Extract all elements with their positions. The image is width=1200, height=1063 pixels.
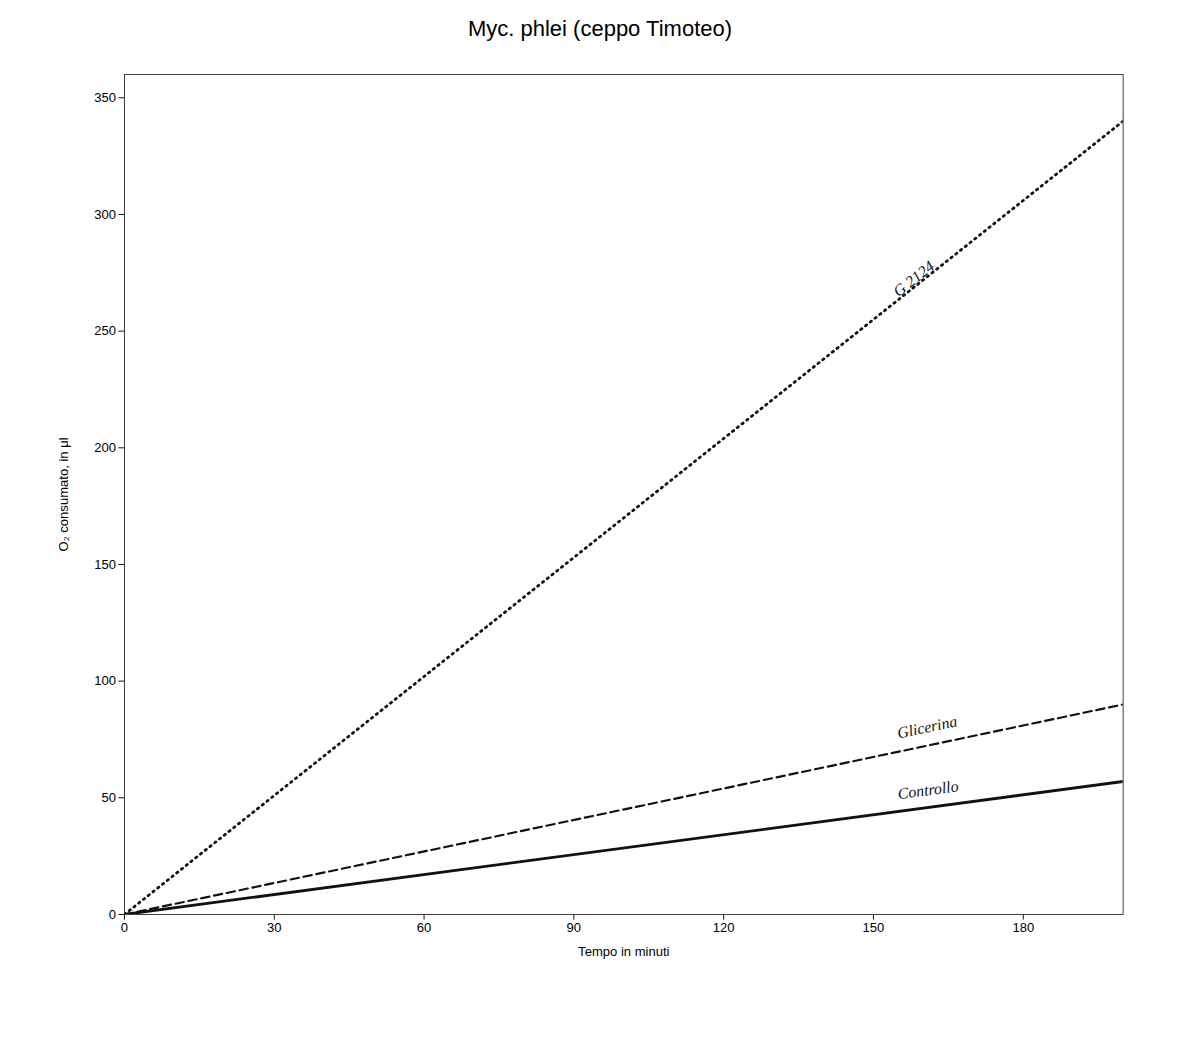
svg-text:120: 120: [713, 920, 735, 935]
svg-text:350: 350: [94, 90, 116, 105]
svg-text:50: 50: [102, 790, 117, 805]
svg-text:Tempo in minuti: Tempo in minuti: [578, 944, 669, 959]
svg-text:180: 180: [1012, 920, 1034, 935]
svg-text:30: 30: [267, 920, 282, 935]
svg-text:G 2124: G 2124: [890, 257, 938, 300]
svg-text:Glicerina: Glicerina: [896, 712, 959, 741]
svg-text:Controllo: Controllo: [897, 777, 960, 802]
svg-text:150: 150: [863, 920, 885, 935]
html-text:Myc. phlei (ceppo Timoteo): Myc. phlei (ceppo Timoteo): [467, 16, 732, 41]
svg-text:60: 60: [417, 920, 432, 935]
svg-text:O₂ consumato, in μl: O₂ consumato, in μl: [56, 437, 71, 551]
svg-text:100: 100: [94, 673, 116, 688]
svg-text:90: 90: [567, 920, 582, 935]
svg-text:0: 0: [121, 920, 128, 935]
svg-text:0: 0: [109, 907, 116, 922]
svg-text:250: 250: [94, 323, 116, 338]
svg-text:300: 300: [94, 207, 116, 222]
svg-text:150: 150: [94, 557, 116, 572]
svg-text:200: 200: [94, 440, 116, 455]
